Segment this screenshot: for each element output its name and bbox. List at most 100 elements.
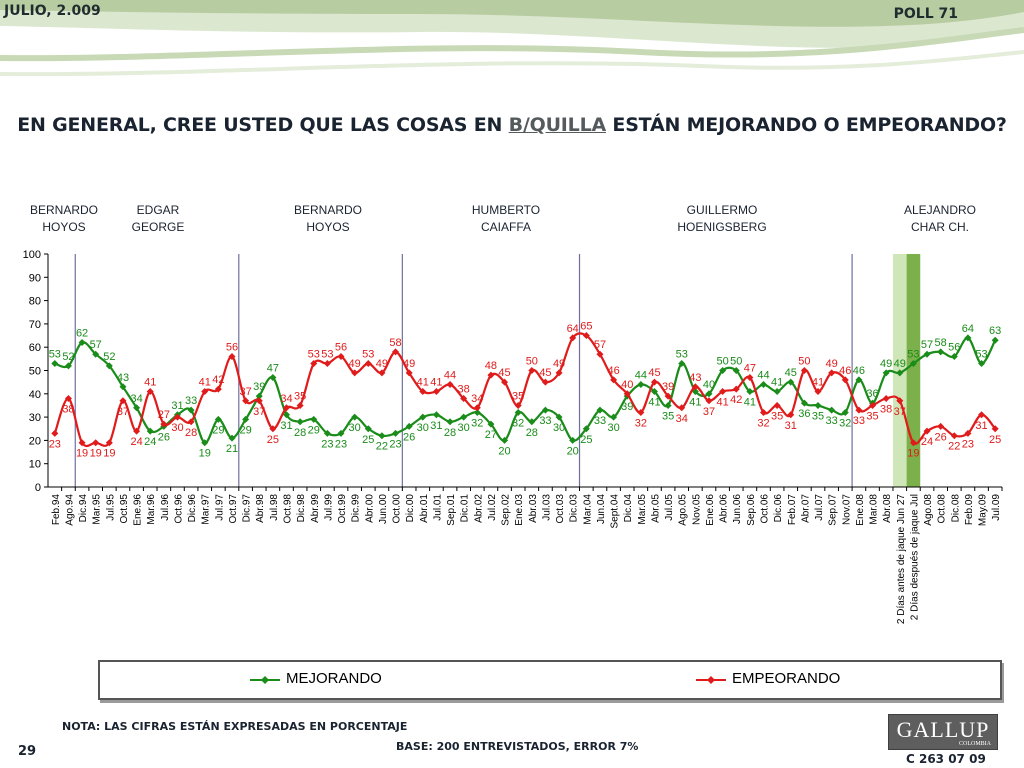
data-point-mejorando bbox=[473, 408, 481, 416]
x-tick-label: Jul.95 bbox=[105, 494, 116, 521]
data-label-empeorando: 41 bbox=[417, 376, 429, 388]
data-point-mejorando bbox=[637, 380, 645, 388]
line-chart: BERNARDO HOYOS EDGAR GEORGE BERNARDO HOYOS HUM… bbox=[23, 203, 1003, 624]
data-label-mejorando: 30 bbox=[417, 422, 429, 434]
data-point-empeorando bbox=[228, 353, 236, 361]
mayor-name-line2: HOYOS bbox=[306, 220, 349, 234]
data-point-empeorando bbox=[432, 387, 440, 395]
data-point-empeorando bbox=[582, 332, 590, 340]
data-label-empeorando: 41 bbox=[812, 376, 824, 388]
data-point-mejorando bbox=[460, 413, 468, 421]
data-label-mejorando: 50 bbox=[716, 356, 728, 368]
report-date: JULIO, 2.009 bbox=[4, 3, 101, 19]
data-point-empeorando bbox=[637, 408, 645, 416]
data-label-empeorando: 38 bbox=[458, 383, 470, 395]
data-point-empeorando bbox=[800, 367, 808, 374]
x-tick-label: Jun.06 bbox=[732, 494, 743, 524]
x-tick-label: Jun.04 bbox=[596, 494, 607, 524]
data-point-mejorando bbox=[378, 432, 386, 440]
data-point-empeorando bbox=[623, 390, 631, 398]
data-point-mejorando bbox=[146, 427, 154, 435]
data-point-empeorando bbox=[882, 394, 890, 402]
data-label-mejorando: 53 bbox=[907, 349, 919, 361]
data-label-empeorando: 35 bbox=[771, 410, 783, 422]
data-label-mejorando: 46 bbox=[853, 365, 865, 377]
x-tick-label: Abr.99 bbox=[310, 494, 321, 523]
data-label-empeorando: 49 bbox=[349, 358, 361, 370]
data-label-empeorando: 23 bbox=[49, 438, 61, 450]
data-label-mejorando: 44 bbox=[757, 369, 769, 381]
data-label-empeorando: 48 bbox=[485, 360, 497, 372]
data-label-empeorando: 42 bbox=[730, 394, 742, 406]
x-tick-label: Feb.94 bbox=[51, 494, 62, 526]
data-point-mejorando bbox=[419, 413, 427, 421]
data-label-empeorando: 25 bbox=[267, 434, 279, 446]
data-label-empeorando: 64 bbox=[567, 323, 579, 335]
data-point-empeorando bbox=[201, 387, 209, 395]
data-label-mejorando: 41 bbox=[648, 396, 660, 408]
data-label-empeorando: 26 bbox=[935, 431, 947, 443]
x-tick-label: Dic.98 bbox=[296, 494, 307, 523]
data-label-empeorando: 44 bbox=[444, 369, 456, 381]
x-tick-label: Dic.08 bbox=[950, 494, 961, 523]
data-point-empeorando bbox=[732, 385, 740, 393]
data-label-empeorando: 49 bbox=[553, 358, 565, 370]
data-label-empeorando: 24 bbox=[130, 436, 142, 448]
data-point-mejorando bbox=[242, 415, 250, 423]
data-point-empeorando bbox=[555, 369, 563, 377]
x-tick-label: Jul.09 bbox=[991, 494, 1002, 521]
mayor-name-line2: CHAR CH. bbox=[911, 220, 969, 234]
data-point-mejorando bbox=[950, 353, 958, 361]
data-point-empeorando bbox=[51, 429, 59, 437]
data-label-mejorando: 34 bbox=[130, 393, 142, 405]
x-tick-label: Nov.05 bbox=[691, 494, 702, 525]
data-label-mejorando: 30 bbox=[553, 422, 565, 434]
x-tick-label: Dic.06 bbox=[773, 494, 784, 523]
data-point-mejorando bbox=[610, 413, 618, 421]
highlight-band-after bbox=[906, 254, 921, 487]
x-tick-label: Abr.02 bbox=[473, 494, 484, 523]
x-tick-label: Abr.03 bbox=[528, 494, 539, 523]
data-label-mejorando: 43 bbox=[117, 372, 129, 384]
x-tick-label: Abr.98 bbox=[255, 494, 266, 523]
x-tick-label: Oct.95 bbox=[119, 494, 130, 524]
x-tick-label: Mar.97 bbox=[201, 494, 212, 525]
data-label-empeorando: 41 bbox=[144, 376, 156, 388]
data-point-empeorando bbox=[283, 404, 290, 412]
title-suffix: ESTÁN MEJORANDO O EMPEORANDO? bbox=[606, 114, 1007, 136]
data-point-empeorando bbox=[514, 401, 522, 409]
data-point-mejorando bbox=[760, 380, 767, 388]
data-label-empeorando: 46 bbox=[607, 365, 619, 377]
y-tick-label: 80 bbox=[29, 296, 41, 308]
data-label-mejorando: 44 bbox=[635, 369, 647, 381]
x-tick-label: Dic.97 bbox=[242, 494, 253, 523]
data-label-mejorando: 31 bbox=[280, 420, 292, 432]
data-point-mejorando bbox=[201, 439, 209, 447]
header-swoosh bbox=[0, 0, 1024, 77]
data-point-mejorando bbox=[514, 408, 522, 416]
data-point-mejorando bbox=[828, 406, 836, 414]
data-label-empeorando: 45 bbox=[539, 367, 551, 379]
data-label-mejorando: 33 bbox=[826, 415, 838, 427]
data-label-mejorando: 52 bbox=[62, 351, 74, 363]
data-label-mejorando: 32 bbox=[471, 417, 483, 429]
x-tick-label: Sep.01 bbox=[446, 494, 457, 526]
data-point-empeorando bbox=[773, 401, 781, 409]
data-point-mejorando bbox=[814, 401, 822, 409]
x-tick-label: Jul.07 bbox=[814, 494, 825, 521]
data-label-empeorando: 25 bbox=[989, 434, 1001, 446]
x-tick-label: Ene.96 bbox=[133, 494, 144, 526]
data-label-mejorando: 30 bbox=[607, 422, 619, 434]
data-point-mejorando bbox=[133, 404, 141, 412]
data-point-mejorando bbox=[923, 350, 931, 358]
data-point-mejorando bbox=[446, 418, 454, 426]
data-label-empeorando: 46 bbox=[839, 365, 851, 377]
data-label-mejorando: 28 bbox=[294, 427, 306, 439]
data-point-empeorando bbox=[473, 404, 481, 412]
x-tick-label: Nov.07 bbox=[841, 494, 852, 525]
data-point-empeorando bbox=[909, 439, 917, 447]
data-label-mejorando: 23 bbox=[389, 438, 401, 450]
data-label-mejorando: 58 bbox=[935, 337, 947, 349]
footnote: NOTA: LAS CIFRAS ESTÁN EXPRESADAS EN POR… bbox=[62, 720, 408, 733]
data-label-empeorando: 19 bbox=[90, 448, 102, 460]
